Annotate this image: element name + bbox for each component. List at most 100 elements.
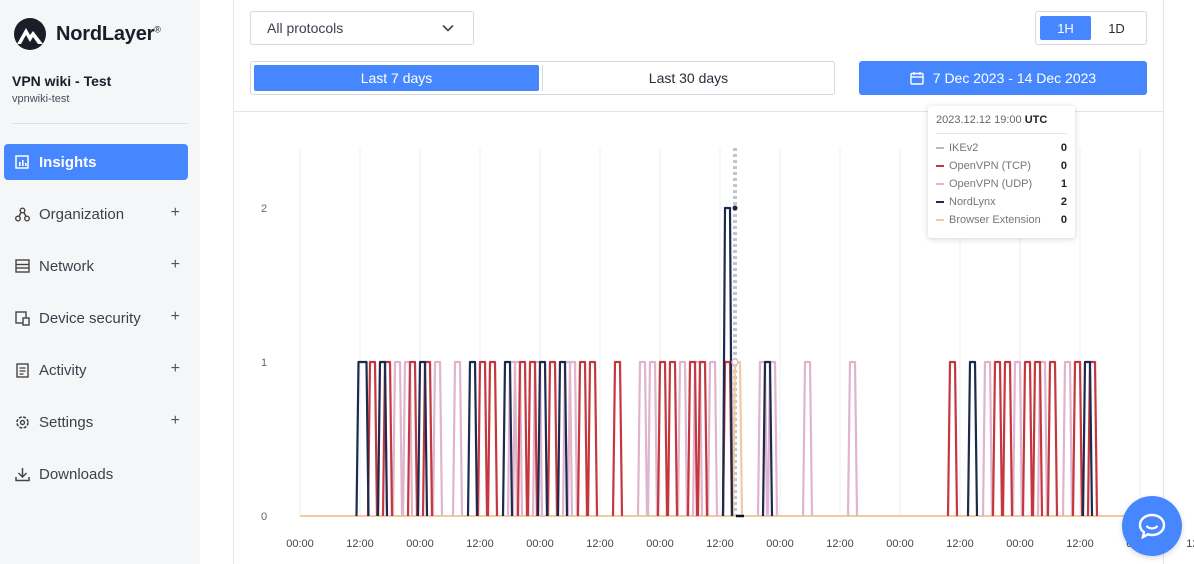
y-tick-label: 2: [261, 203, 267, 215]
data-spike: [686, 360, 699, 517]
sidebar-item-organization[interactable]: Organization +: [4, 196, 188, 232]
protocol-dropdown-value: All protocols: [267, 20, 344, 36]
sidebar-item-network[interactable]: Network +: [4, 248, 188, 284]
logo[interactable]: NordLayer®: [12, 18, 161, 50]
expand-icon[interactable]: +: [170, 308, 180, 325]
hover-point: [731, 358, 739, 366]
sidebar-item-label: Settings: [39, 413, 94, 431]
x-tick-label: 00:00: [526, 538, 554, 550]
date-range-button[interactable]: 7 Dec 2023 - 14 Dec 2023: [859, 61, 1147, 95]
data-spike: [646, 360, 659, 517]
data-spike: [1046, 360, 1059, 517]
data-spike: [366, 360, 379, 517]
data-spike: [1021, 360, 1034, 517]
data-spike: [556, 360, 569, 517]
network-icon: [14, 258, 30, 274]
data-spike: [586, 360, 599, 517]
granularity-1d-button[interactable]: 1D: [1108, 20, 1125, 36]
brand-name: NordLayer®: [56, 22, 161, 45]
tooltip-row: IKEv2 0: [936, 139, 1067, 157]
sidebar-item-settings[interactable]: Settings +: [4, 404, 188, 440]
sidebar-item-label: Organization: [39, 205, 125, 223]
expand-icon[interactable]: +: [170, 256, 180, 273]
date-range-label: 7 Dec 2023 - 14 Dec 2023: [932, 70, 1097, 86]
x-tick-label: 12:00: [826, 538, 854, 550]
sidebar: NordLayer® VPN wiki - Test vpnwiki-test …: [0, 0, 200, 564]
x-tick-label: 00:00: [886, 538, 914, 550]
data-spike: [501, 360, 514, 517]
calendar-icon: [910, 72, 924, 85]
data-spike: [406, 360, 419, 517]
data-spike: [1031, 360, 1044, 517]
data-spike: [531, 360, 544, 517]
data-spike: [656, 360, 669, 517]
data-spike: [1001, 360, 1014, 517]
data-spike: [421, 360, 434, 517]
data-spike: [431, 360, 444, 517]
expand-icon[interactable]: +: [170, 412, 180, 429]
x-tick-label: 12:00: [706, 538, 734, 550]
data-spike: [546, 360, 559, 517]
data-spike: [466, 360, 479, 517]
series-openvpn-tcp-: [366, 360, 1099, 517]
insights-panel: [233, 0, 1164, 564]
data-spike: [706, 360, 719, 517]
organization-id: vpnwiki-test: [12, 93, 70, 105]
x-tick-label: 12:00: [586, 538, 614, 550]
chart-top-divider: [234, 111, 1164, 112]
main-content: All protocols 1H 1D Last 7 days Last 30 …: [200, 0, 1194, 564]
sidebar-item-label: Downloads: [39, 465, 114, 483]
x-tick-label: 00:00: [406, 538, 434, 550]
organization-icon: [14, 206, 30, 222]
protocol-dropdown[interactable]: All protocols: [250, 11, 474, 45]
data-spike: [676, 360, 689, 517]
data-spike: [506, 360, 519, 517]
chat-button[interactable]: [1122, 496, 1182, 556]
granularity-1h-button[interactable]: 1H: [1040, 16, 1091, 40]
nordlayer-logo-icon: [14, 18, 46, 50]
tab-last-30-days[interactable]: Last 30 days: [648, 70, 729, 86]
tooltip-row: NordLynx 2: [936, 193, 1067, 211]
data-spike: [991, 360, 1004, 517]
chart-icon: [14, 154, 30, 170]
sidebar-nav: Insights Organization + Network + Device…: [4, 144, 188, 508]
data-spike: [516, 360, 529, 517]
y-tick-label: 0: [261, 511, 267, 523]
data-spike: [761, 360, 774, 517]
data-spike: [1011, 360, 1024, 517]
data-spike: [576, 360, 589, 517]
range-tabs: Last 7 days Last 30 days: [250, 61, 835, 95]
sidebar-item-insights[interactable]: Insights: [4, 144, 188, 180]
data-spike: [721, 206, 734, 517]
tab-last-7-days[interactable]: Last 7 days: [254, 65, 539, 91]
sidebar-item-device-security[interactable]: Device security +: [4, 300, 188, 336]
data-spike: [801, 360, 814, 517]
tooltip-row: OpenVPN (TCP) 0: [936, 157, 1067, 175]
legend-swatch: [936, 183, 944, 185]
sidebar-item-downloads[interactable]: Downloads: [4, 456, 188, 492]
legend-swatch: [936, 201, 944, 203]
data-spike: [846, 360, 859, 517]
x-tick-label: 00:00: [286, 538, 314, 550]
settings-icon: [14, 414, 30, 430]
expand-icon[interactable]: +: [170, 204, 180, 221]
data-spike: [1036, 360, 1049, 517]
legend-swatch: [936, 147, 944, 149]
tooltip-row: Browser Extension 0: [936, 211, 1067, 229]
data-spike: [966, 360, 979, 517]
sidebar-item-activity[interactable]: Activity +: [4, 352, 188, 388]
activity-icon: [14, 362, 30, 378]
granularity-toggle: 1H 1D: [1035, 11, 1147, 45]
data-spike: [731, 360, 744, 517]
data-spike: [666, 360, 679, 517]
data-spike: [1086, 360, 1099, 517]
data-spike: [536, 360, 549, 517]
chevron-down-icon: [442, 24, 454, 32]
expand-icon[interactable]: +: [170, 360, 180, 377]
data-spike: [451, 360, 464, 517]
download-icon: [14, 466, 30, 482]
legend-swatch: [936, 165, 944, 167]
sidebar-divider: [12, 123, 188, 124]
data-spike: [381, 360, 394, 517]
x-tick-label: 12:00: [466, 538, 494, 550]
